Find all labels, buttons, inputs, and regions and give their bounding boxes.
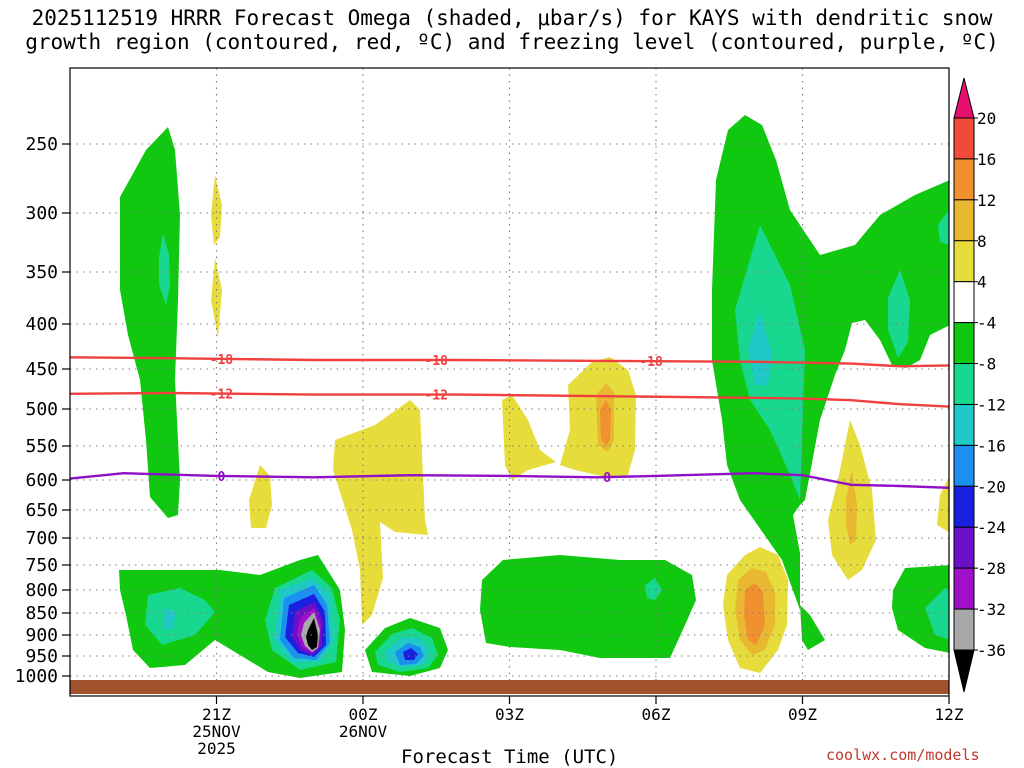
omega-region-yellow-01z-02z: [333, 400, 428, 625]
omega-region-teal-1230z-850mb: [925, 588, 949, 640]
contour-label--12-1: -12: [425, 389, 448, 404]
y-tick-label-500: 500: [25, 399, 58, 420]
contour-label--18-1: -18: [425, 354, 449, 369]
omega-region-yellow-23z-640mb: [249, 465, 272, 528]
y-tick-label-450: 450: [25, 359, 58, 380]
y-tick-label-300: 300: [25, 203, 58, 224]
colorbar-swatch-4: [953, 281, 975, 324]
x-axis-title: Forecast Time (UTC): [401, 746, 619, 768]
chart-title: 2025112519 HRRR Forecast Omega (shaded, …: [0, 6, 1024, 54]
colorbar-label-20: 20: [977, 109, 996, 128]
omega-region-teal-0645z-800mb: [645, 578, 662, 600]
y-tick-label-800: 800: [25, 580, 58, 601]
omega-region-darkblue-0130z: [403, 648, 418, 660]
contour-label--18-2: -18: [639, 355, 663, 370]
colorbar-label--16: -16: [977, 436, 1006, 455]
y-tick-label-950: 950: [25, 646, 58, 667]
omega-region-yellow-1245z-650mb: [937, 477, 949, 533]
colorbar-swatch-11: [953, 567, 975, 610]
colorbar-label-16: 16: [977, 150, 996, 169]
y-tick-label-850: 850: [25, 603, 58, 624]
colorbar-label--4: -4: [977, 314, 996, 333]
ground-band: [70, 680, 949, 694]
contour-label--18-0: -18: [210, 353, 234, 368]
omega-region-teal-21z-350mb: [159, 233, 170, 305]
y-tick-label-650: 650: [25, 500, 58, 521]
omega-region-green-lowlevel-0430z-0730z: [480, 555, 696, 658]
colorbar-label--12: -12: [977, 395, 1006, 414]
y-tick-label-550: 550: [25, 436, 58, 457]
omega-region-orange-06z-530mb: [600, 400, 611, 446]
contour-label-0-1: 0: [603, 471, 611, 486]
colorbar-swatch-3: [953, 240, 975, 283]
colorbar-swatch-10: [953, 526, 975, 569]
colorbar-label--28: -28: [977, 559, 1006, 578]
colorbar-label-4: 4: [977, 273, 987, 292]
colorbar-label--36: -36: [977, 641, 1006, 660]
credit-link[interactable]: coolwx.com/models: [826, 746, 980, 764]
x-tick-label-00Z-1: 00Z: [349, 705, 378, 724]
y-tick-label-350: 350: [25, 262, 58, 283]
colorbar-label--8: -8: [977, 355, 996, 374]
colorbar-swatch-0: [953, 117, 975, 160]
colorbar-arrow-bottom: [953, 649, 975, 693]
omega-region-yellow-22z-370mb: [211, 258, 222, 338]
omega-region-black-00z: [306, 618, 318, 650]
colorbar-label--32: -32: [977, 600, 1006, 619]
contour-label-0-0: 0: [217, 470, 225, 485]
omega-region-teal-1130z-360mb: [888, 270, 910, 358]
x-tick-label-09Z-1: 09Z: [788, 705, 817, 724]
omega-region-orange-09z-850mb: [744, 583, 765, 645]
omega-shading: [119, 115, 949, 678]
y-tick-label-900: 900: [25, 625, 58, 646]
colorbar-label--20: -20: [977, 477, 1006, 496]
omega-region-teal-1230z-310mb: [938, 209, 949, 245]
colorbar-label--24: -24: [977, 518, 1006, 537]
omega-region-gold-11z-640mb: [846, 470, 857, 545]
x-tick-label-00Z-2: 26NOV: [339, 722, 388, 741]
contour-line--18: [70, 356, 949, 368]
y-tick-label-1000: 1000: [15, 666, 58, 687]
colorbar-arrow-top: [953, 77, 975, 119]
colorbar-swatch-6: [953, 363, 975, 405]
colorbar-swatch-8: [953, 444, 975, 487]
y-tick-label-750: 750: [25, 555, 58, 576]
title-line-2: growth region (contoured, red, ºC) and f…: [25, 30, 999, 54]
x-tick-label-06Z-1: 06Z: [642, 705, 671, 724]
omega-region-green-column-21z: [120, 127, 180, 518]
contour-line--12: [70, 391, 949, 408]
x-tick-label-12Z-1: 12Z: [935, 705, 964, 724]
x-tick-label-21Z-2: 25NOV: [192, 722, 241, 741]
title-line-1: 2025112519 HRRR Forecast Omega (shaded, …: [31, 6, 993, 30]
omega-region-cyan-0930z-420mb: [748, 310, 772, 385]
omega-region-green-0945z-930mb: [800, 605, 825, 650]
omega-region-yellow-22z-300mb: [211, 175, 222, 245]
contour-line-0: [70, 471, 949, 489]
x-tick-label-21Z-3: 2025: [197, 739, 236, 758]
y-axis: 2503003504004505005506006507007508008509…: [15, 134, 70, 687]
x-tick-label-03Z-1: 03Z: [495, 705, 524, 724]
colorbar: 20 16 12 8 4 -4 -8 -12 -16 -20 -24 -28 -32 -36: [953, 77, 1006, 693]
grid-lines: [70, 68, 949, 696]
y-tick-label-250: 250: [25, 134, 58, 155]
colorbar-label-12: 12: [977, 191, 996, 210]
omega-region-cyan-21z-850mb: [164, 608, 176, 630]
colorbar-swatch-5: [953, 322, 975, 365]
colorbar-swatch-9: [953, 485, 975, 528]
omega-region-teal-21z-850mb: [145, 588, 215, 645]
colorbar-swatch-12: [953, 608, 975, 651]
x-tick-label-21Z-1: 21Z: [202, 705, 231, 724]
colorbar-swatch-2: [953, 199, 975, 242]
omega-region-yellow-04z-05z: [502, 395, 556, 480]
colorbar-swatch-7: [953, 403, 975, 446]
y-tick-label-600: 600: [25, 470, 58, 491]
y-tick-label-400: 400: [25, 314, 58, 335]
contour-lines: -18 -18 -18 -12 -12 0 0: [70, 353, 949, 489]
contour-label--12-0: -12: [210, 388, 233, 403]
colorbar-label-8: 8: [977, 232, 987, 251]
y-tick-label-700: 700: [25, 528, 58, 549]
colorbar-swatch-1: [953, 158, 975, 201]
